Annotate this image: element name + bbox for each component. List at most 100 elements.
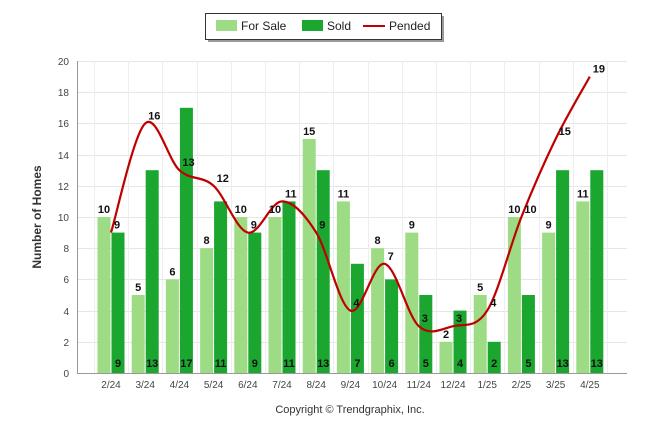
y-tick-label: 18	[58, 88, 70, 99]
bar-sold	[590, 170, 604, 373]
legend-label-sold: Sold	[327, 19, 351, 33]
x-tick-label: 12/24	[440, 380, 465, 391]
bars	[97, 107, 604, 374]
data-label-for-sale: 10	[235, 204, 247, 216]
data-label-for-sale: 15	[303, 126, 315, 138]
axes: 0 2 4 6 8 10 12 14 16 18 20 2/24 3/24 4/24 5/24 6/24 7/2…	[58, 57, 627, 391]
bar-sold	[556, 170, 570, 373]
data-label-for-sale: 5	[477, 282, 483, 294]
data-label-sold: 13	[591, 358, 603, 370]
data-label-sold: 11	[283, 358, 295, 370]
x-tick-label: 3/24	[135, 380, 155, 391]
data-label-pended: 3	[422, 313, 428, 325]
data-label-sold: 5	[525, 358, 531, 370]
data-label-sold: 5	[423, 358, 429, 370]
bar-sold	[419, 295, 433, 373]
bar-sold	[521, 295, 535, 373]
x-tick-label: 4/25	[580, 380, 600, 391]
x-tick-label: 2/24	[101, 380, 121, 391]
data-label-sold: 2	[491, 358, 497, 370]
legend-label-for-sale: For Sale	[241, 19, 287, 33]
x-tick-label: 7/24	[272, 380, 292, 391]
data-label-sold: 11	[215, 358, 227, 370]
bar-sold	[111, 232, 125, 373]
data-label-for-sale: 9	[546, 220, 552, 232]
data-label-sold: 13	[556, 358, 568, 370]
data-label-pended: 4	[353, 298, 360, 310]
bar-sold	[282, 201, 296, 373]
bar-sold	[385, 279, 399, 373]
bar-for-sale	[336, 201, 350, 373]
x-tick-label: 10/24	[372, 380, 397, 391]
data-label-sold: 17	[180, 358, 192, 370]
pended-line	[109, 76, 591, 333]
bar-sold	[487, 341, 501, 373]
y-tick-label: 6	[63, 275, 69, 286]
bar-for-sale	[439, 341, 453, 373]
y-tick-label: 12	[58, 182, 70, 193]
bar-sold	[145, 170, 159, 373]
x-tick-label: 5/24	[204, 380, 224, 391]
legend-swatch-for-sale	[216, 20, 237, 31]
bar-sold	[350, 263, 364, 373]
bar-for-sale	[302, 139, 316, 373]
legend-swatch-sold	[302, 20, 323, 31]
data-label-for-sale: 11	[338, 188, 350, 200]
bar-sold	[214, 201, 228, 373]
data-label-for-sale: 11	[577, 188, 589, 200]
y-tick-label: 10	[58, 213, 70, 224]
y-tick-label: 0	[63, 369, 69, 380]
bar-for-sale	[371, 248, 385, 373]
pended-line-layer	[109, 76, 591, 333]
bar-for-sale	[165, 279, 179, 373]
data-label-pended: 10	[524, 204, 536, 216]
y-tick-label: 16	[58, 119, 70, 130]
data-label-for-sale: 10	[269, 204, 281, 216]
bar-for-sale	[268, 217, 282, 373]
y-tick-label: 2	[63, 338, 69, 349]
y-tick-label: 20	[58, 57, 70, 68]
x-tick-label: 8/24	[306, 380, 326, 391]
data-label-pended: 19	[593, 64, 605, 76]
legend-box-shadow-bottom	[208, 40, 444, 42]
data-label-for-sale: 8	[204, 235, 210, 247]
legend-box-shadow-right	[442, 16, 444, 41]
bar-for-sale	[542, 232, 556, 373]
x-tick-label: 3/25	[546, 380, 566, 391]
bar-sold	[316, 170, 330, 373]
x-tick-label: 9/24	[341, 380, 361, 391]
data-label-for-sale: 2	[443, 329, 449, 341]
y-tick-label: 14	[58, 151, 70, 162]
legend-label-pended: Pended	[389, 19, 430, 33]
data-label-for-sale: 9	[409, 220, 415, 232]
data-label-pended: 9	[114, 220, 120, 232]
data-label-pended: 12	[217, 173, 229, 185]
bar-for-sale	[507, 217, 521, 373]
bar-for-sale	[200, 248, 214, 373]
bar-sold	[179, 107, 193, 374]
grid-lines	[77, 61, 627, 373]
data-label-sold: 9	[115, 358, 121, 370]
legend-box	[205, 13, 442, 40]
data-label-sold: 9	[252, 358, 258, 370]
data-label-pended: 15	[559, 126, 571, 138]
data-label-sold: 13	[146, 358, 158, 370]
data-label-sold: 4	[457, 358, 464, 370]
x-tick-label: 11/24	[407, 380, 432, 391]
data-label-for-sale: 10	[98, 204, 110, 216]
data-labels: 10 9 9 5 13 16 6 17 13 8 11 12 10 9 9 10 11 11 15 13 9 11 7 4 8 6…	[98, 64, 605, 370]
data-label-pended: 4	[490, 298, 497, 310]
y-tick-label: 4	[63, 307, 69, 318]
data-label-pended: 16	[148, 110, 160, 122]
data-label-pended: 11	[285, 188, 297, 200]
legend[interactable]: For Sale Sold Pended	[205, 13, 445, 43]
data-label-sold: 7	[354, 358, 360, 370]
bar-for-sale	[97, 217, 111, 373]
x-tick-label: 1/25	[477, 380, 497, 391]
copyright-text: Copyright © Trendgraphix, Inc.	[275, 404, 424, 416]
data-label-sold: 6	[389, 358, 395, 370]
bar-sold	[248, 232, 262, 373]
data-label-for-sale: 8	[375, 235, 381, 247]
bar-for-sale	[576, 201, 590, 373]
